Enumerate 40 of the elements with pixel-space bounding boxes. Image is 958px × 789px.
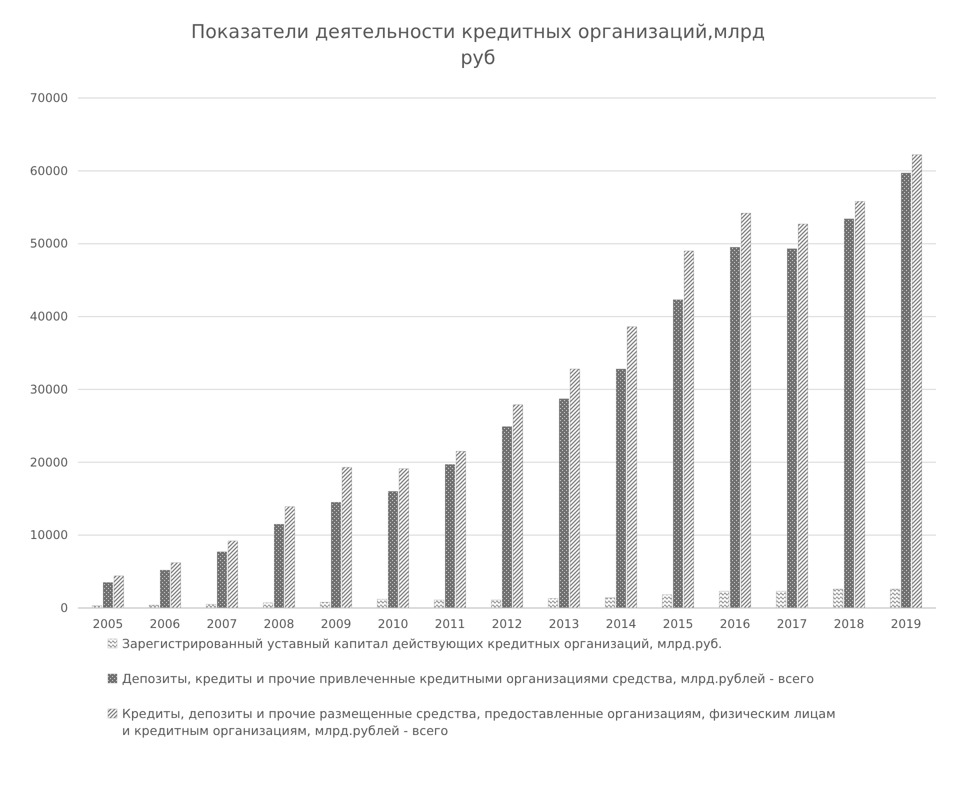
bar <box>605 598 616 608</box>
y-tick-label: 50000 <box>30 236 68 251</box>
bar <box>434 600 444 608</box>
bar <box>320 602 330 608</box>
y-tick-label: 40000 <box>30 310 68 324</box>
bar <box>890 588 900 608</box>
bar <box>776 591 786 608</box>
x-tick-label: 2006 <box>150 617 180 631</box>
x-tick-label: 2014 <box>606 617 636 631</box>
y-tick-label: 60000 <box>30 164 68 178</box>
x-tick-label: 2012 <box>492 617 522 631</box>
x-tick-label: 2007 <box>206 617 238 631</box>
legend-label: Зарегистрированный уставный капитал действующих кредитных организаций, млрд.руб. <box>122 636 722 651</box>
legend-label: Депозиты, кредиты и прочие привлеченные кредитными организациями средства, млрд.рублей - всего <box>122 671 814 686</box>
bar <box>548 598 558 608</box>
bar <box>263 602 274 608</box>
bar <box>491 600 502 608</box>
x-tick-label: 2009 <box>320 617 352 631</box>
bar <box>833 588 844 608</box>
x-tick-label: 2005 <box>92 617 124 631</box>
y-tick-label: 70000 <box>30 91 68 105</box>
y-tick-label: 20000 <box>30 455 68 470</box>
legend-label: Кредиты, депозиты и прочие размещенные средства, предоставленные организациям, физическим лицам и кредитным организациям, млрд.рублей - всего <box>122 706 836 738</box>
x-tick-label: 2011 <box>434 617 466 631</box>
x-tick-label: 2008 <box>264 617 294 631</box>
y-tick-label: 30000 <box>30 382 68 396</box>
x-tick-label: 2019 <box>890 617 922 631</box>
bar <box>377 599 388 608</box>
x-tick-label: 2010 <box>378 617 408 631</box>
y-tick-label: 10000 <box>30 528 68 542</box>
bar <box>662 594 672 608</box>
bar <box>719 591 730 608</box>
x-tick-label: 2016 <box>720 617 750 631</box>
x-tick-label: 2015 <box>662 617 694 631</box>
x-tick-label: 2018 <box>834 617 864 631</box>
bar <box>206 604 216 608</box>
x-tick-label: 2013 <box>548 617 580 631</box>
x-tick-label: 2017 <box>776 617 808 631</box>
y-tick-label: 0 <box>60 601 68 615</box>
chart-title: Показатели деятельности кредитных организаций,млрд руб <box>190 21 766 69</box>
